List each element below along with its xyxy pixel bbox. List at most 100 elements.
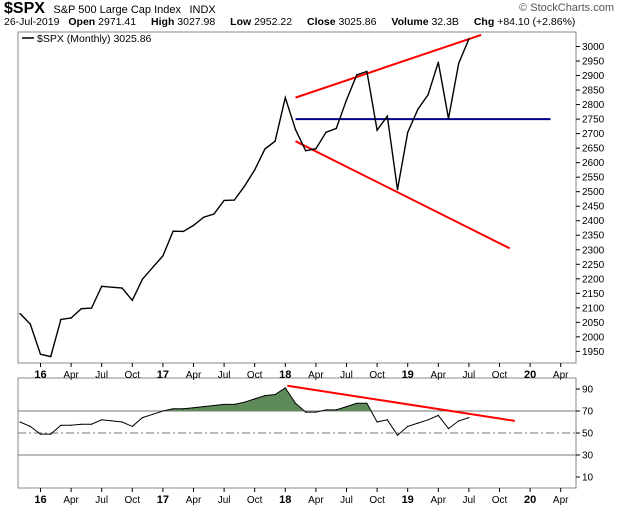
indicator-x-tick-label: Jul	[95, 495, 108, 506]
indicator-point	[345, 406, 348, 408]
price-x-tick-label: 19	[402, 369, 414, 381]
price-point	[294, 128, 297, 131]
indicator-point	[305, 411, 307, 413]
low-label: Low	[230, 16, 252, 28]
price-y-tick-label: 2900	[582, 71, 605, 82]
price-trendline-1	[295, 140, 511, 250]
indicator-x-tick-label: Apr	[63, 495, 79, 506]
price-point	[427, 94, 429, 96]
indicator-point	[254, 398, 256, 400]
price-point	[335, 127, 337, 130]
price-y-tick-label: 1950	[582, 347, 605, 358]
indicator-trendline-0	[287, 384, 515, 422]
indicator-point	[468, 417, 470, 419]
price-point	[213, 213, 215, 215]
price-x-tick-label: Oct	[492, 370, 508, 381]
price-point	[29, 323, 31, 325]
chg-value: +84.10 (+2.86%)	[497, 16, 576, 28]
indicator-point	[264, 395, 266, 397]
open-label: Open	[68, 16, 96, 28]
price-point	[305, 150, 307, 152]
price-x-tick-label: Oct	[369, 370, 385, 381]
price-point	[396, 188, 399, 191]
indicator-point	[274, 393, 276, 396]
price-point	[284, 96, 286, 99]
indicator-point	[131, 425, 133, 427]
indicator-x-tick-label: 19	[402, 494, 414, 506]
price-point	[468, 38, 470, 40]
indicator-point	[417, 422, 419, 424]
price-point	[325, 131, 327, 133]
price-point	[223, 199, 225, 202]
price-y-tick-label: 2850	[582, 86, 605, 97]
price-x-tick-label: 16	[34, 369, 46, 381]
price-point	[19, 312, 21, 315]
price-point	[203, 216, 205, 218]
price-x-tick-label: Apr	[308, 370, 324, 381]
price-point	[407, 131, 409, 134]
indicator-x-tick-label: Apr	[553, 495, 569, 506]
price-x-tick-label: Jul	[463, 370, 476, 381]
price-y-tick-label: 2700	[582, 129, 605, 140]
quote-date: 26-Jul-2019	[4, 16, 60, 28]
indicator-point	[90, 423, 93, 425]
price-y-tick-label: 2800	[582, 100, 605, 111]
price-point	[90, 307, 93, 309]
price-y-tick-label: 2600	[582, 158, 605, 169]
indicator-y-tick-label: 70	[582, 407, 594, 418]
indicator-line	[19, 387, 470, 436]
price-x-tick-label: Jul	[95, 370, 108, 381]
price-y-tick-label: 2750	[582, 115, 605, 126]
price-point	[447, 117, 450, 120]
price-x-tick-label: Oct	[125, 370, 141, 381]
indicator-fill-area	[20, 387, 469, 411]
price-point	[131, 299, 133, 301]
indicator-point	[39, 433, 42, 435]
price-y-tick-label: 2000	[582, 332, 605, 343]
price-point	[39, 353, 42, 355]
price-panel-frame	[17, 31, 577, 364]
indicator-point	[29, 425, 31, 427]
price-y-tick-label: 2550	[582, 173, 605, 184]
indicator-point	[407, 425, 409, 427]
indicator-point	[192, 407, 195, 409]
price-y-tick-label: 2400	[582, 216, 605, 227]
price-point	[50, 355, 52, 358]
indicator-point	[60, 424, 62, 426]
price-y-tick-label: 2450	[582, 202, 605, 213]
low-value: 2952.22	[254, 16, 293, 28]
indicator-y-tick-label: 90	[582, 385, 594, 396]
legend-label: $SPX (Monthly) 3025.86	[37, 33, 152, 45]
indicator-point	[111, 420, 113, 422]
price-point	[80, 308, 83, 310]
indicator-x-tick-label: Oct	[247, 495, 263, 506]
indicator-point	[80, 423, 82, 425]
indicator-point	[396, 434, 399, 436]
price-point	[152, 266, 154, 269]
indicator-point	[284, 387, 286, 389]
price-y-tick-label: 2300	[582, 245, 605, 256]
indicator-x-tick-label: Oct	[125, 495, 141, 506]
indicator-x-tick-label: 16	[34, 494, 46, 506]
chart-title: $SPX S&P 500 Large Cap Index INDX	[4, 0, 216, 18]
attribution: © StockCharts.com	[519, 2, 614, 14]
price-point	[254, 169, 256, 171]
indicator-x-tick-label: Apr	[186, 495, 202, 506]
high-label: High	[151, 16, 175, 28]
indicator-x-tick-label: Jul	[463, 495, 476, 506]
price-point	[233, 199, 235, 201]
price-point	[101, 285, 103, 288]
indicator-point	[70, 424, 72, 426]
symbol: $SPX	[4, 0, 45, 17]
price-point	[192, 224, 195, 227]
indicator-point	[101, 419, 103, 421]
price-x-tick-label: 18	[279, 369, 291, 381]
indicator-x-tick-label: Oct	[369, 495, 385, 506]
indicator-point	[366, 402, 368, 404]
price-y-tick-label: 2050	[582, 318, 605, 329]
indicator-y-tick-label: 50	[582, 429, 594, 440]
price-x-tick-label: Apr	[553, 370, 569, 381]
index-name: S&P 500 Large Cap Index	[53, 4, 181, 16]
indicator-point	[294, 402, 297, 404]
